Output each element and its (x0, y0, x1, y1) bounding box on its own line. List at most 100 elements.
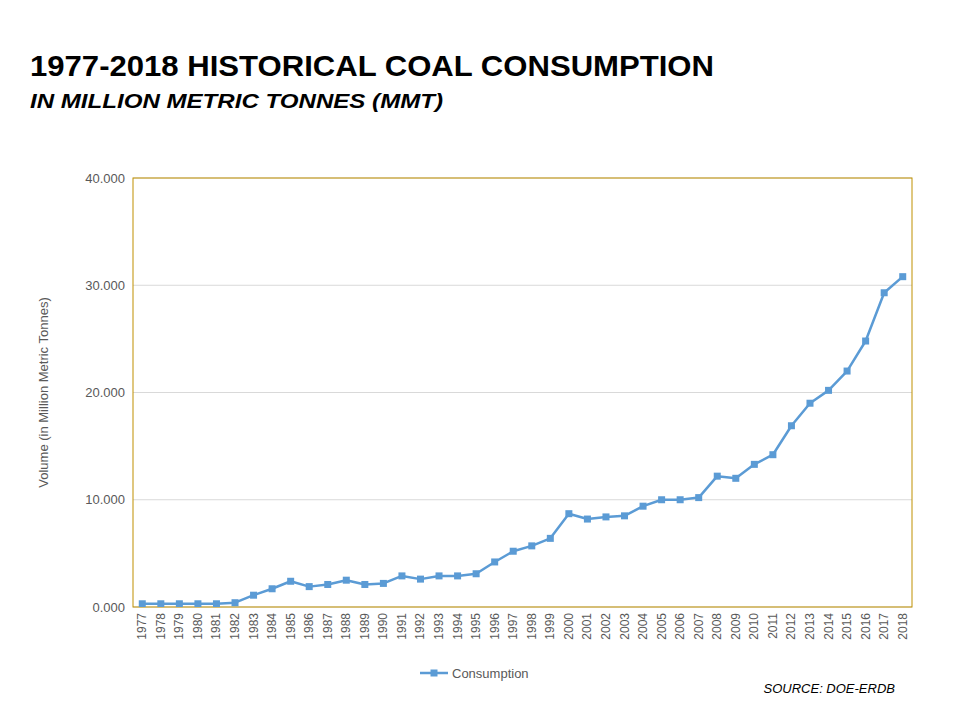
x-tick-label: 1978 (154, 613, 168, 640)
data-point (454, 572, 461, 579)
data-point (324, 581, 331, 588)
x-tick-label: 1996 (488, 613, 502, 640)
x-tick-label: 1982 (228, 613, 242, 640)
x-tick-label: 1986 (302, 613, 316, 640)
x-tick-label: 2010 (747, 613, 761, 640)
data-point (881, 289, 888, 296)
x-tick-label: 1989 (358, 613, 372, 640)
data-point (380, 580, 387, 587)
x-tick-label: 2009 (729, 613, 743, 640)
data-point (343, 577, 350, 584)
x-tick-label: 2003 (618, 613, 632, 640)
data-point (194, 600, 201, 607)
x-tick-label: 1983 (247, 613, 261, 640)
data-point (825, 387, 832, 394)
x-tick-label: 2017 (877, 613, 891, 640)
data-point (584, 516, 591, 523)
data-point (658, 496, 665, 503)
x-tick-label: 2011 (766, 613, 780, 639)
data-point (398, 572, 405, 579)
data-point (695, 494, 702, 501)
y-tick-label: 30.000 (85, 278, 125, 293)
x-tick-label: 2014 (822, 613, 836, 640)
x-tick-label: 1993 (432, 613, 446, 640)
x-tick-label: 1980 (191, 613, 205, 640)
x-tick-label: 1990 (376, 613, 390, 640)
x-tick-label: 2000 (562, 613, 576, 640)
page: {"chart_data": { "type": "line", "title"… (0, 0, 960, 720)
x-tick-label: 2007 (692, 613, 706, 640)
plot-area (139, 273, 906, 607)
data-point (157, 600, 164, 607)
grid-line (133, 285, 912, 286)
data-point (528, 542, 535, 549)
data-point (232, 599, 239, 606)
data-point (565, 510, 572, 517)
data-point (899, 273, 906, 280)
legend: Consumption (420, 666, 529, 681)
x-tick-label: 1998 (525, 613, 539, 640)
y-tick-label: 40.000 (85, 171, 125, 186)
data-point (436, 572, 443, 579)
x-tick-label: 2002 (599, 613, 613, 640)
grid-line (133, 392, 912, 393)
data-point (788, 422, 795, 429)
grid (133, 178, 912, 607)
y-tick-label: 0.000 (92, 600, 125, 615)
legend-label: Consumption (452, 666, 529, 681)
data-point (269, 585, 276, 592)
source-note: SOURCE: DOE-ERDB (764, 681, 896, 696)
x-tick-label: 1991 (395, 613, 409, 640)
y-tick-label: 20.000 (85, 385, 125, 400)
title: 1977-2018 HISTORICAL COAL CONSUMPTION (30, 49, 714, 82)
data-point (491, 558, 498, 565)
plot-frame (133, 178, 912, 607)
x-tick-label: 1994 (451, 613, 465, 640)
y-axis-label: Volume (in Million Metric Tonnes) (36, 297, 51, 488)
legend-marker (431, 670, 438, 677)
x-tick-label: 2015 (840, 613, 854, 640)
x-tick-label: 2008 (710, 613, 724, 640)
data-point (844, 368, 851, 375)
x-tick-label: 2001 (580, 613, 594, 640)
data-point (306, 583, 313, 590)
data-point (769, 451, 776, 458)
x-tick-label: 1992 (413, 613, 427, 640)
x-tick-label: 2018 (896, 613, 910, 640)
x-tick-label: 2004 (636, 613, 650, 640)
x-tick-label: 2012 (784, 613, 798, 640)
data-point (677, 496, 684, 503)
x-tick-label: 1981 (209, 613, 223, 640)
x-tick-label: 2005 (655, 613, 669, 640)
x-tick-label: 1988 (339, 613, 353, 640)
y-tick-label: 10.000 (85, 492, 125, 507)
data-point (473, 570, 480, 577)
data-point (806, 400, 813, 407)
x-tick-label: 1995 (469, 613, 483, 640)
x-tick-label: 1997 (506, 613, 520, 640)
data-point (417, 576, 424, 583)
data-point (361, 581, 368, 588)
x-tick-label: 2016 (859, 613, 873, 640)
data-point (287, 578, 294, 585)
data-point (213, 600, 220, 607)
data-point (510, 548, 517, 555)
data-point (547, 535, 554, 542)
data-point (862, 338, 869, 345)
x-tick-label: 2006 (673, 613, 687, 640)
subtitle: IN MILLION METRIC TONNES (MMT) (30, 89, 443, 112)
x-tick-label: 1999 (543, 613, 557, 640)
data-point (139, 600, 146, 607)
grid-line (133, 499, 912, 500)
data-point (621, 512, 628, 519)
data-point (751, 461, 758, 468)
data-point (176, 600, 183, 607)
data-point (640, 503, 647, 510)
data-point (602, 513, 609, 520)
data-point (250, 592, 257, 599)
data-point (732, 475, 739, 482)
x-tick-label: 2013 (803, 613, 817, 640)
x-tick-label: 1984 (265, 613, 279, 640)
x-tick-label: 1977 (135, 613, 149, 640)
series-line (142, 277, 902, 604)
